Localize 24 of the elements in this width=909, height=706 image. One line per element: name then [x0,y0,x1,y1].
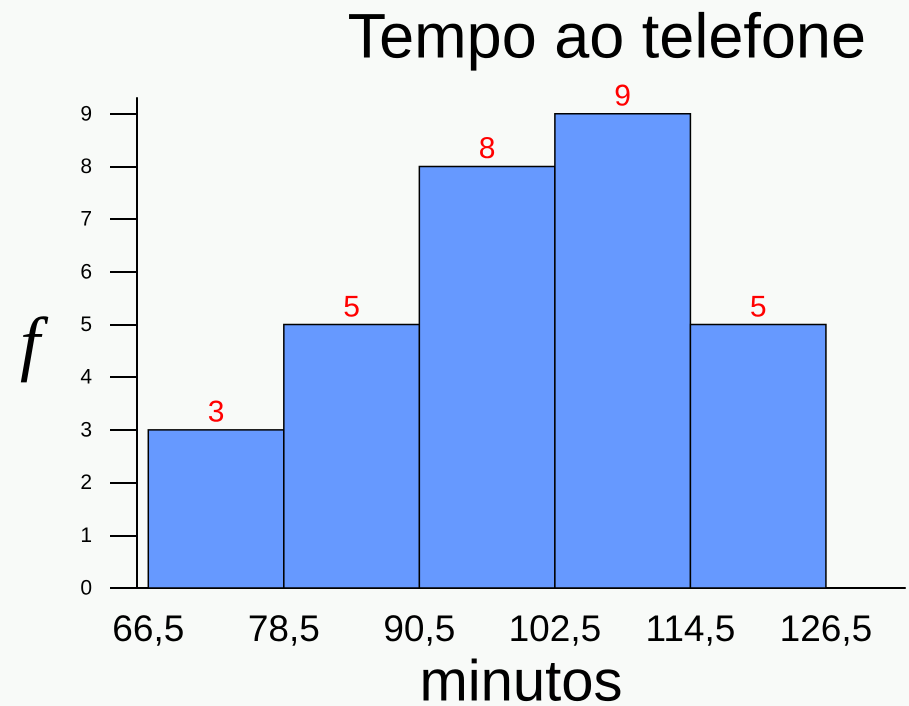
y-tick-label: 1 [80,524,92,547]
data-label: 9 [614,80,631,113]
x-tick-label: 114,5 [645,608,736,649]
data-label: 8 [478,132,496,166]
y-tick-label: 6 [80,260,92,284]
x-tick-label: 90,5 [383,608,456,649]
y-tick-label: 3 [80,418,92,442]
y-tick-label: 7 [80,208,92,231]
y-tick-label: 4 [80,366,92,389]
y-tick-label: 9 [80,102,92,126]
y-tick-label: 0 [80,576,92,600]
y-tick-label: 8 [80,154,92,178]
data-label: 5 [750,290,767,324]
y-tick-label: 2 [80,471,92,494]
data-label: 3 [208,396,224,429]
x-tick-label: 78,5 [248,608,320,649]
y-axis-title: f [20,303,49,383]
chart-title: Tempo ao telefone [348,2,866,72]
y-tick-label: 5 [80,313,92,336]
x-tick-label: 66,5 [112,608,184,649]
data-label: 5 [343,290,360,324]
x-tick-label: 126,5 [780,608,872,649]
x-tick-label: 102,5 [508,608,602,649]
x-axis-title: minutos [419,648,623,706]
